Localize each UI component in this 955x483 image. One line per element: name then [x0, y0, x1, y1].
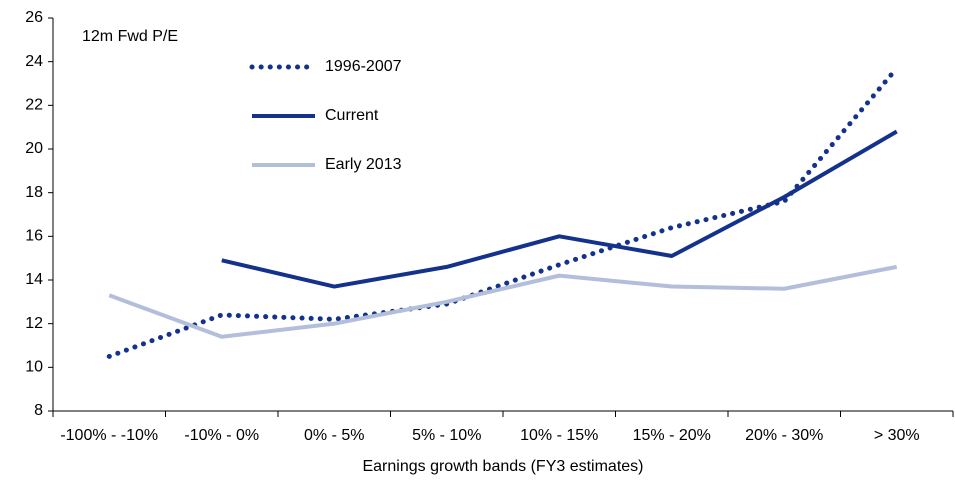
- legend-label: Current: [325, 107, 379, 124]
- x-tick-label: -10% - 0%: [184, 427, 260, 444]
- y-tick-label: 22: [25, 97, 43, 114]
- x-tick-label: 20% - 30%: [745, 427, 824, 444]
- line-series: [221, 129, 898, 289]
- y-axis-title: 12m Fwd P/E: [82, 28, 178, 45]
- y-tick-label: 8: [34, 402, 43, 419]
- y-tick-label: 24: [25, 53, 43, 70]
- x-tick-label: 10% - 15%: [520, 427, 599, 444]
- x-tick-label: 15% - 20%: [632, 427, 711, 444]
- y-tick-label: 16: [25, 228, 43, 245]
- x-tick-label: 5% - 10%: [412, 427, 482, 444]
- legend-label: 1996-2007: [325, 58, 402, 75]
- line-series: [108, 264, 898, 339]
- x-tick-label: 0% - 5%: [304, 427, 365, 444]
- y-tick-label: 26: [25, 9, 43, 26]
- x-tick-label: > 30%: [873, 427, 920, 444]
- x-tick-label: -100% - -10%: [60, 427, 159, 444]
- y-tick-label: 14: [25, 271, 43, 288]
- y-tick-label: 12: [25, 315, 43, 332]
- y-tick-label: 18: [25, 184, 43, 201]
- legend-label: Early 2013: [325, 156, 402, 173]
- y-tick-label: 10: [25, 359, 43, 376]
- y-tick-label: 20: [25, 140, 43, 157]
- x-axis-title: Earnings growth bands (FY3 estimates): [362, 458, 643, 475]
- line-series: [106, 65, 900, 359]
